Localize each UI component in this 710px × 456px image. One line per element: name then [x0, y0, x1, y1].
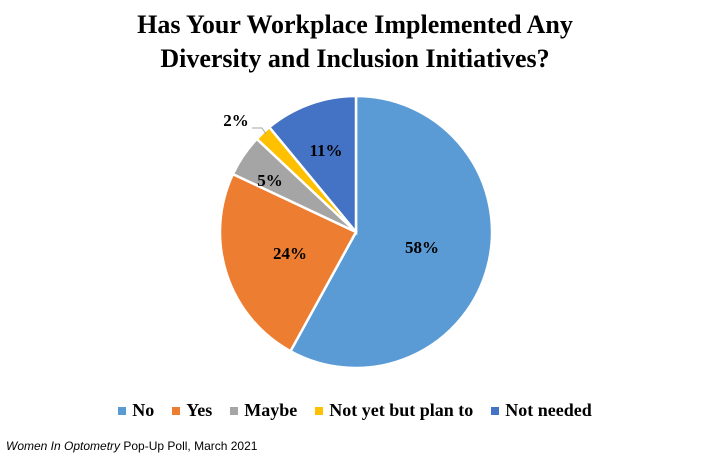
chart-legend: No Yes Maybe Not yet but plan to Not needed	[0, 400, 710, 421]
legend-swatch	[230, 406, 239, 415]
legend-item: Not needed	[491, 400, 592, 421]
legend-label: Maybe	[244, 400, 298, 420]
legend-label: Not needed	[505, 400, 592, 420]
source-rest: Pop-Up Poll, March 2021	[120, 439, 258, 453]
pie-slice-yes	[218, 172, 358, 353]
chart-title: Has Your Workplace Implemented Any Diver…	[0, 8, 710, 76]
pie-slice-no	[288, 94, 494, 370]
source-note: Women In Optometry Pop-Up Poll, March 20…	[6, 439, 257, 453]
legend-item: No	[118, 400, 154, 421]
pie-chart: 58% 24% 5% 2% 11%	[218, 94, 494, 370]
source-publication: Women In Optometry	[6, 439, 121, 453]
legend-item: Maybe	[230, 400, 297, 421]
legend-item: Not yet but plan to	[315, 400, 473, 421]
legend-swatch	[118, 406, 127, 415]
legend-swatch	[172, 406, 181, 415]
data-label-not-yet-but-plan-to: 2%	[223, 111, 249, 130]
legend-label: No	[132, 400, 155, 420]
leader-line	[252, 127, 267, 135]
data-label-not-needed: 11%	[309, 141, 342, 160]
legend-swatch	[491, 406, 500, 415]
data-label-no: 58%	[405, 238, 439, 257]
data-label-yes: 24%	[273, 244, 307, 263]
pie-slice-not-needed	[267, 94, 358, 236]
legend-swatch	[315, 406, 324, 415]
data-label-maybe: 5%	[257, 171, 283, 190]
chart-title-line1: Has Your Workplace Implemented Any	[137, 10, 573, 39]
legend-label: Not yet but plan to	[329, 400, 474, 420]
legend-label: Yes	[186, 400, 213, 420]
legend-item: Yes	[172, 400, 212, 421]
chart-title-line2: Diversity and Inclusion Initiatives?	[160, 44, 550, 73]
